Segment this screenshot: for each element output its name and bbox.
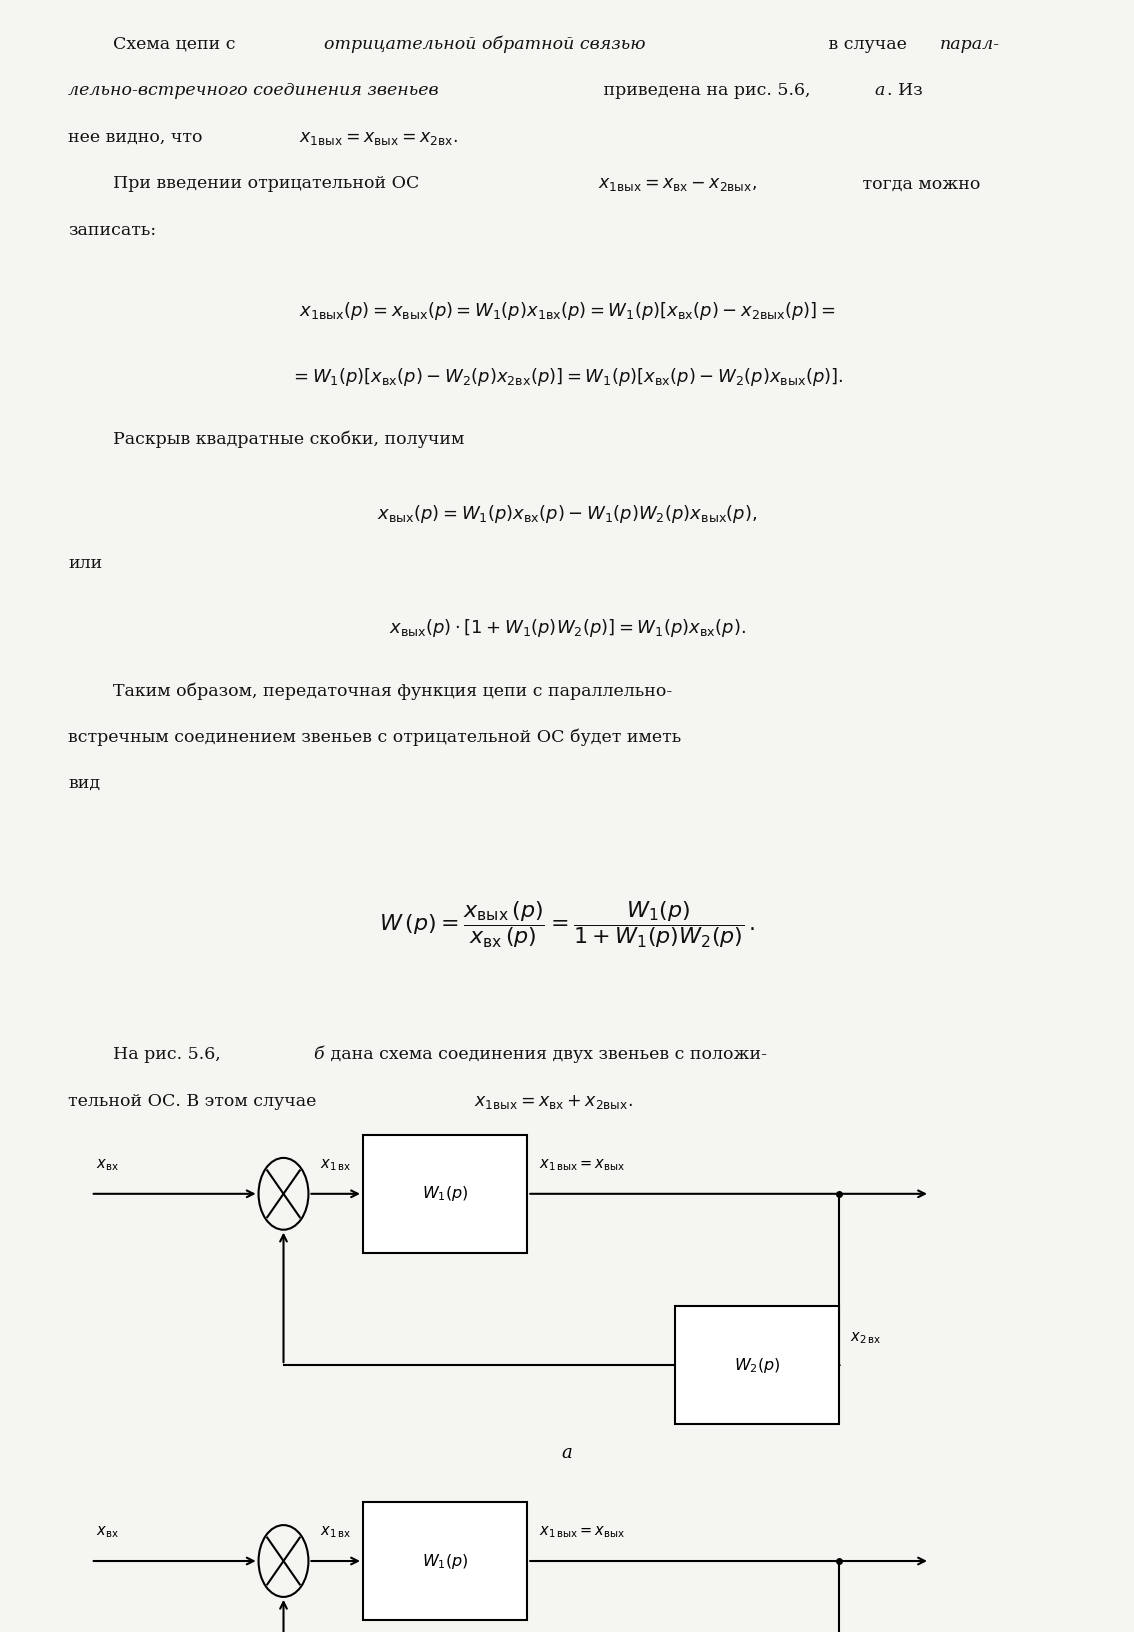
Text: лельно-встречного соединения звеньев: лельно-встречного соединения звеньев (68, 82, 439, 100)
Text: $W_1(p)$: $W_1(p)$ (422, 1552, 468, 1570)
Text: $x_{2\,\mathsf{вых}}$: $x_{2\,\mathsf{вых}}$ (686, 1330, 725, 1346)
Bar (363, 1503, 527, 1621)
Text: Таким образом, передаточная функция цепи с параллельно-: Таким образом, передаточная функция цепи… (113, 682, 672, 700)
Text: $x_{1\,\mathsf{вых}} = x_{\mathsf{вых}}$: $x_{1\,\mathsf{вых}} = x_{\mathsf{вых}}$ (539, 1157, 625, 1173)
Text: $= W_1(p)[x_{\mathsf{вх}}(p) - W_2(p)x_{2\mathsf{вх}}(p)] = W_1(p)\left[x_{\math: $= W_1(p)[x_{\mathsf{вх}}(p) - W_2(p)x_{… (290, 366, 844, 387)
Text: $x_{1\,\mathsf{вых}} = x_{\mathsf{вых}}$: $x_{1\,\mathsf{вых}} = x_{\mathsf{вых}}$ (539, 1524, 625, 1541)
Text: тельной ОС. В этом случае: тельной ОС. В этом случае (68, 1093, 322, 1110)
Text: $x_{1\mathsf{вых}} = x_{\mathsf{вх}} + x_{2\mathsf{вых}}$.: $x_{1\mathsf{вых}} = x_{\mathsf{вх}} + x… (474, 1093, 633, 1111)
Text: $W_2(p)$: $W_2(p)$ (734, 1356, 780, 1374)
Text: $x_{1\,\mathsf{вх}}$: $x_{1\,\mathsf{вх}}$ (320, 1157, 350, 1173)
Text: нее видно, что: нее видно, что (68, 129, 208, 145)
Text: отрицательной обратной связью: отрицательной обратной связью (324, 36, 646, 54)
Text: записать:: записать: (68, 222, 156, 238)
Text: $x_{1\mathsf{вых}} = x_{\mathsf{вх}} - x_{2\mathsf{вых}}$,: $x_{1\mathsf{вых}} = x_{\mathsf{вх}} - x… (598, 175, 756, 194)
Text: вид: вид (68, 775, 100, 792)
Text: парал-: парал- (940, 36, 1000, 52)
Text: $x_{1\,\mathsf{вх}}$: $x_{1\,\mathsf{вх}}$ (320, 1524, 350, 1541)
Text: в случае: в случае (823, 36, 913, 52)
Text: или: или (68, 555, 102, 571)
Text: $x_{\mathsf{вх}}$: $x_{\mathsf{вх}}$ (96, 1157, 119, 1173)
Text: б: б (313, 1046, 323, 1062)
Text: а: а (561, 1444, 573, 1462)
Text: $x_{1\mathsf{вых}} = x_{\mathsf{вых}} = x_{2\mathsf{вх}}$.: $x_{1\mathsf{вых}} = x_{\mathsf{вых}} = … (299, 129, 458, 147)
Text: Схема цепи с: Схема цепи с (113, 36, 242, 52)
Bar (363, 1136, 527, 1253)
Text: дана схема соединения двух звеньев с положи-: дана схема соединения двух звеньев с пол… (325, 1046, 768, 1062)
Text: $x_{\mathsf{вх}}$: $x_{\mathsf{вх}}$ (96, 1524, 119, 1541)
Text: приведена на рис. 5.6,: приведена на рис. 5.6, (598, 82, 815, 100)
Text: тогда можно: тогда можно (857, 175, 981, 193)
Text: $x_{\mathsf{вых}}(p)\cdot\left[1 + W_1(p)W_2(p)\right] = W_1(p)x_{\mathsf{вх}}(p: $x_{\mathsf{вых}}(p)\cdot\left[1 + W_1(p… (389, 617, 745, 638)
Text: $x_{2\,\mathsf{вх}}$: $x_{2\,\mathsf{вх}}$ (850, 1330, 881, 1346)
Bar (675, 1307, 839, 1425)
Text: . Из: . Из (887, 82, 923, 100)
Text: $W\,(p) = \dfrac{x_{\mathsf{вых}}\,(p)}{x_{\mathsf{вх}}\,(p)} = \dfrac{W_1(p)}{1: $W\,(p) = \dfrac{x_{\mathsf{вых}}\,(p)}{… (379, 899, 755, 950)
Text: Раскрыв квадратные скобки, получим: Раскрыв квадратные скобки, получим (113, 431, 465, 449)
Text: встречным соединением звеньев с отрицательной ОС будет иметь: встречным соединением звеньев с отрицате… (68, 730, 682, 746)
Text: $x_{\mathsf{вых}}(p) = W_1(p)x_{\mathsf{вх}}(p) - W_1(p)W_2(p)x_{\mathsf{вых}}(p: $x_{\mathsf{вых}}(p) = W_1(p)x_{\mathsf{… (376, 503, 758, 524)
Text: На рис. 5.6,: На рис. 5.6, (113, 1046, 227, 1062)
Text: а: а (874, 82, 885, 100)
Text: При введении отрицательной ОС: При введении отрицательной ОС (113, 175, 425, 193)
Text: $x_{1\mathsf{вых}}(p) = x_{\mathsf{вых}}(p) = W_1(p)x_{1\mathsf{вх}}(p) = W_1(p): $x_{1\mathsf{вых}}(p) = x_{\mathsf{вых}}… (298, 300, 836, 322)
Text: $W_1(p)$: $W_1(p)$ (422, 1185, 468, 1203)
